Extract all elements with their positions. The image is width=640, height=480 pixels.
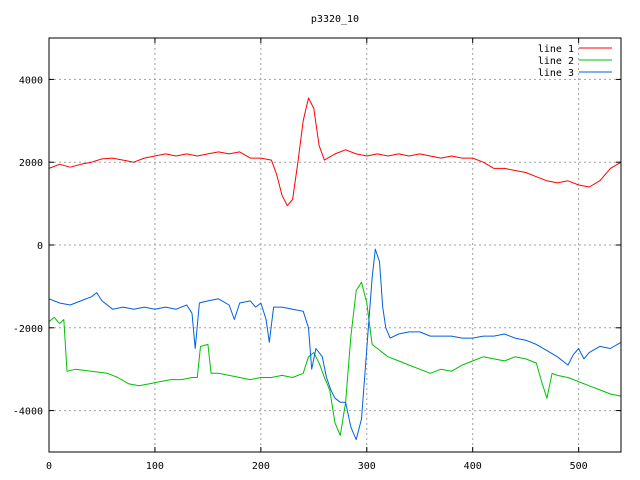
legend-label: line 2 (538, 56, 574, 67)
y-tick-label: -4000 (13, 407, 43, 418)
axis-ticks (48, 38, 621, 452)
series-line-1 (48, 97, 622, 207)
series-line-2 (48, 281, 622, 436)
series-line-3 (48, 248, 622, 441)
legend-label: line 3 (538, 68, 574, 79)
y-tick-label: 0 (37, 241, 43, 252)
grid (49, 38, 621, 452)
x-tick-label: 500 (570, 461, 588, 472)
series-lines (48, 97, 622, 441)
x-tick-label: 300 (358, 461, 376, 472)
x-tick-label: 100 (146, 461, 164, 472)
tick-labels: 0 100 200 300 400 500 -4000 -2000 0 2000 4000 (13, 75, 588, 472)
y-tick-label: 2000 (19, 158, 43, 169)
x-tick-label: 400 (464, 461, 482, 472)
chart-title: p3320_10 (311, 14, 359, 25)
x-tick-label: 200 (252, 461, 270, 472)
y-tick-label: 4000 (19, 75, 43, 86)
legend-label: line 1 (538, 44, 574, 55)
y-tick-label: -2000 (13, 324, 43, 335)
x-tick-label: 0 (46, 461, 52, 472)
